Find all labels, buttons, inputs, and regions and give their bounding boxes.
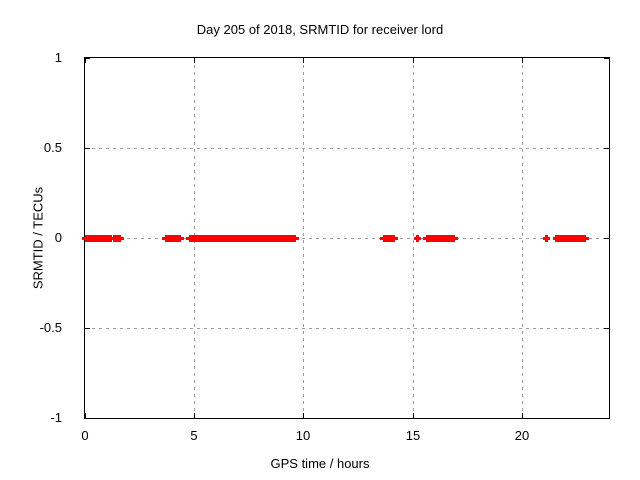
data-segment-arm <box>585 237 589 240</box>
x-tick-label: 0 <box>81 428 89 443</box>
x-tick <box>303 58 304 63</box>
data-segment-arm <box>394 237 398 240</box>
data-segment-arm <box>121 237 125 240</box>
x-gridline <box>413 58 414 418</box>
y-tick <box>604 148 609 149</box>
x-tick <box>413 58 414 63</box>
data-segment <box>85 235 113 242</box>
y-tick <box>85 418 90 419</box>
data-segment-arm <box>82 237 86 240</box>
plot-area <box>82 57 610 419</box>
data-segment-arm <box>379 237 383 240</box>
y-tick <box>85 58 90 59</box>
y-gridline <box>85 328 609 329</box>
x-gridline <box>522 58 523 418</box>
data-segment <box>382 235 395 242</box>
y-tick <box>604 418 609 419</box>
x-axis-label: GPS time / hours <box>270 456 370 471</box>
y-tick <box>604 328 609 329</box>
x-tick-label: 5 <box>190 428 198 443</box>
data-segment-arm <box>422 237 426 240</box>
data-point <box>555 235 559 242</box>
data-segment <box>165 235 181 242</box>
data-segment <box>189 235 296 242</box>
data-segment-arm <box>162 237 165 240</box>
data-segment <box>558 235 586 242</box>
data-segment-arm <box>186 237 190 240</box>
data-segment-arm <box>454 237 458 240</box>
y-tick-label: 0 <box>54 230 62 245</box>
data-segment <box>440 235 455 242</box>
data-segment-arm <box>295 237 299 240</box>
x-tick <box>303 413 304 418</box>
x-tick <box>413 413 414 418</box>
y-tick <box>85 148 90 149</box>
y-gridline <box>85 238 609 239</box>
x-tick <box>194 413 195 418</box>
y-tick-label: 0.5 <box>43 140 62 155</box>
x-tick <box>85 413 86 418</box>
data-segment-arm <box>180 237 184 240</box>
y-gridline <box>85 148 609 149</box>
y-tick-label: 1 <box>54 50 62 65</box>
x-tick <box>85 58 86 63</box>
data-segment-arm <box>110 237 114 240</box>
y-tick <box>604 238 609 239</box>
data-point <box>415 235 419 242</box>
y-tick <box>604 58 609 59</box>
x-tick <box>194 58 195 63</box>
data-segment-arm <box>437 237 441 240</box>
x-tick-label: 15 <box>405 428 421 443</box>
data-segment <box>425 235 442 242</box>
chart-title: Day 205 of 2018, SRMTID for receiver lor… <box>196 22 444 37</box>
x-gridline <box>303 58 304 418</box>
x-tick-label: 10 <box>295 428 311 443</box>
y-tick-label: -0.5 <box>39 320 62 335</box>
data-segment <box>113 235 122 242</box>
data-point <box>545 235 549 242</box>
x-tick <box>522 413 523 418</box>
x-tick-label: 20 <box>514 428 530 443</box>
y-tick-label: -1 <box>50 410 62 425</box>
x-tick <box>522 58 523 63</box>
y-tick <box>85 328 90 329</box>
